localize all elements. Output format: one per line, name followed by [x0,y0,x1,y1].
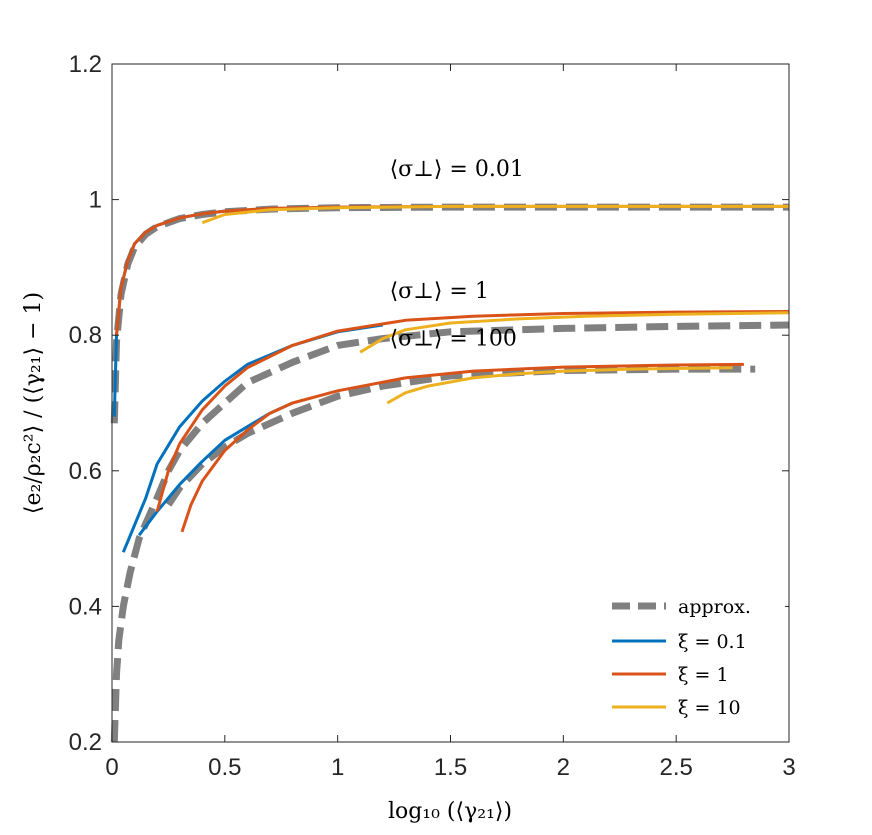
annotation-label-0: ⟨σ⊥⟩ = 0.01 [390,157,524,182]
legend-label-xi-0-1: ξ = 0.1 [678,631,747,653]
x-axis-label: log₁₀ (⟨γ₂₁⟩) [388,799,512,824]
annotation-label-2: ⟨σ⊥⟩ = 100 [390,326,517,351]
x-tick-label: 0.5 [208,754,241,781]
annotation-layer: ⟨σ⊥⟩ = 0.01 ⟨σ⊥⟩ = 1 ⟨σ⊥⟩ = 100 [390,157,524,352]
annotation-label-1: ⟨σ⊥⟩ = 1 [390,279,489,304]
series-line-11 [386,366,733,405]
x-tick-label: 3 [782,754,795,781]
series-layer [110,203,790,743]
legend-box [600,590,785,720]
series-line-1 [110,321,790,743]
x-tick-label: 1 [331,754,344,781]
x-tick-label: 1.5 [434,754,467,781]
series-line-2 [165,365,756,507]
legend-label-xi-1: ξ = 1 [678,664,729,686]
series-line-10 [359,311,790,354]
series-line-9 [201,204,789,225]
y-tick-label: 0.8 [69,322,102,349]
tick-layer: 0 0.5 1 1.5 2 2.5 3 0.2 0.4 0.6 0.8 1 1.2 [69,51,796,781]
legend: approx. ξ = 0.1 ξ = 1 ξ = 10 [600,590,785,720]
y-tick-label: 0.6 [69,458,102,485]
series-line-6 [115,204,789,336]
legend-label-approx: approx. [678,596,751,618]
x-tick-label: 0 [105,754,118,781]
series-line-7 [155,310,790,512]
y-tick-label: 1.2 [69,51,102,78]
y-tick-label: 1 [89,187,102,214]
series-line-8 [180,362,744,533]
y-tick-label: 0.4 [69,593,102,620]
series-line-3 [112,209,225,417]
y-tick-label: 0.2 [69,729,102,756]
y-axis-label: ⟨e₂/ρ₂c²⟩ / (⟨γ₂₁⟩ − 1) [21,292,46,514]
legend-label-xi-10: ξ = 10 [678,697,741,719]
series-line-4 [121,323,384,553]
x-tick-label: 2 [557,754,570,781]
x-tick-label: 2.5 [659,754,692,781]
